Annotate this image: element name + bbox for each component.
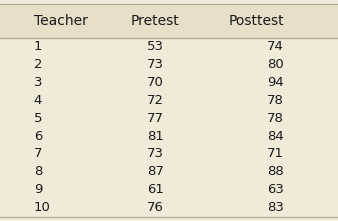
Text: 3: 3 xyxy=(34,76,42,89)
Text: 73: 73 xyxy=(147,147,164,160)
Text: 6: 6 xyxy=(34,130,42,143)
Text: 4: 4 xyxy=(34,94,42,107)
Text: 78: 78 xyxy=(267,112,284,125)
Text: 2: 2 xyxy=(34,58,42,71)
Text: 88: 88 xyxy=(267,165,284,178)
Text: 63: 63 xyxy=(267,183,284,196)
Text: 61: 61 xyxy=(147,183,164,196)
Text: 74: 74 xyxy=(267,40,284,53)
Text: 87: 87 xyxy=(147,165,164,178)
Text: 53: 53 xyxy=(147,40,164,53)
Text: 84: 84 xyxy=(267,130,284,143)
Text: 5: 5 xyxy=(34,112,42,125)
Text: 70: 70 xyxy=(147,76,164,89)
Text: 83: 83 xyxy=(267,201,284,214)
Text: 77: 77 xyxy=(147,112,164,125)
Text: 10: 10 xyxy=(34,201,51,214)
Text: 72: 72 xyxy=(147,94,164,107)
Bar xyxy=(0,4,338,38)
Text: 76: 76 xyxy=(147,201,164,214)
Text: 8: 8 xyxy=(34,165,42,178)
Text: 80: 80 xyxy=(267,58,284,71)
Text: 73: 73 xyxy=(147,58,164,71)
Text: Teacher: Teacher xyxy=(34,14,88,28)
Text: 94: 94 xyxy=(267,76,284,89)
Text: 1: 1 xyxy=(34,40,42,53)
Text: Pretest: Pretest xyxy=(131,14,180,28)
Text: 71: 71 xyxy=(267,147,284,160)
Text: 7: 7 xyxy=(34,147,42,160)
Text: Posttest: Posttest xyxy=(228,14,284,28)
Text: 81: 81 xyxy=(147,130,164,143)
Text: 78: 78 xyxy=(267,94,284,107)
Text: 9: 9 xyxy=(34,183,42,196)
